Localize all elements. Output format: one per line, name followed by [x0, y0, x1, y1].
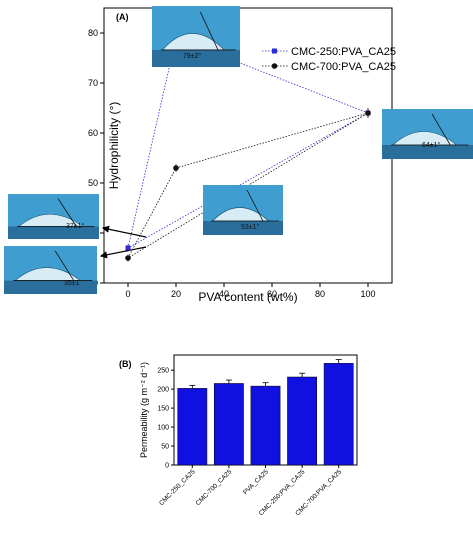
data-point: [125, 245, 131, 251]
y-tick-label: 50: [161, 444, 169, 451]
contact-angle-label: 35±1: [64, 280, 80, 287]
panel-b-label: (B): [119, 359, 132, 369]
bar: [250, 385, 281, 466]
legend-entry: CMC-700:PVA_CA25: [291, 61, 396, 73]
x-tick-label: 0: [125, 289, 130, 299]
data-point: [125, 255, 131, 261]
data-point: [173, 165, 179, 171]
arrow-to-photo: [101, 225, 147, 238]
bar: [287, 376, 317, 466]
contact-angle-label: 37±1°: [66, 222, 85, 230]
y-tick-label: 250: [157, 368, 169, 375]
x-tick-label: 80: [315, 289, 325, 299]
drop-photo: 79±2°: [152, 6, 240, 67]
arrow-to-photo: [99, 246, 147, 259]
tangent-line: [246, 189, 264, 222]
bar: [323, 363, 354, 466]
drop-photo: 37±1°: [8, 194, 99, 239]
photo-stage: [152, 49, 240, 67]
panel-a-label: (A): [116, 12, 129, 22]
bar: [214, 383, 244, 466]
drop-photo: 35±1: [4, 246, 97, 294]
data-point: [365, 110, 371, 116]
y-tick-label: 50: [88, 178, 98, 188]
photo-stage: [4, 280, 97, 294]
tangent-line: [57, 198, 77, 227]
hydrophilicity-chart: 020406080100304050607080PVA content (wt%…: [4, 6, 473, 304]
contact-angle-label: 79±2°: [183, 52, 202, 60]
drop-photo: 64±1°: [382, 109, 473, 159]
drop-photo: 53±1°: [203, 185, 283, 235]
photo-stage: [8, 226, 99, 239]
contact-angle-label: 53±1°: [241, 223, 260, 231]
y-tick-label: 0: [165, 463, 169, 470]
x-tick-label: 100: [360, 289, 375, 299]
series-line-0: [127, 37, 369, 249]
y-tick-label: 60: [88, 128, 98, 138]
x-tick-label: 20: [171, 289, 181, 299]
y-tick-label: 70: [88, 78, 98, 88]
y-tick-label: 80: [88, 28, 98, 38]
bar: [177, 388, 208, 466]
y-axis-label: Permeability (g m⁻² d⁻¹): [139, 362, 149, 458]
x-tick-label: CMC-700_CA25: [195, 468, 234, 507]
contact-angle-label: 64±1°: [422, 141, 441, 149]
legend-marker: [271, 63, 278, 69]
tangent-line: [200, 11, 219, 51]
y-tick-label: 100: [157, 425, 169, 432]
x-tick-label: PVA_CA25: [242, 468, 270, 496]
tangent-line: [431, 113, 451, 146]
photo-stage: [382, 145, 473, 159]
legend-entry: CMC-250:PVA_CA25: [291, 46, 396, 58]
y-tick-label: 150: [157, 406, 169, 413]
legend-marker: [272, 48, 277, 54]
y-tick-label: 200: [157, 387, 169, 394]
x-tick-label: 40: [219, 289, 229, 299]
x-tick-label: CMC-250_CA25: [158, 468, 197, 507]
x-axis-label: PVA content (wt%): [198, 290, 297, 304]
y-axis-label: Hydrophilicity (°): [107, 102, 121, 189]
x-tick-label: 60: [267, 289, 277, 299]
photo-stage: [203, 221, 283, 235]
tangent-line: [54, 250, 75, 281]
